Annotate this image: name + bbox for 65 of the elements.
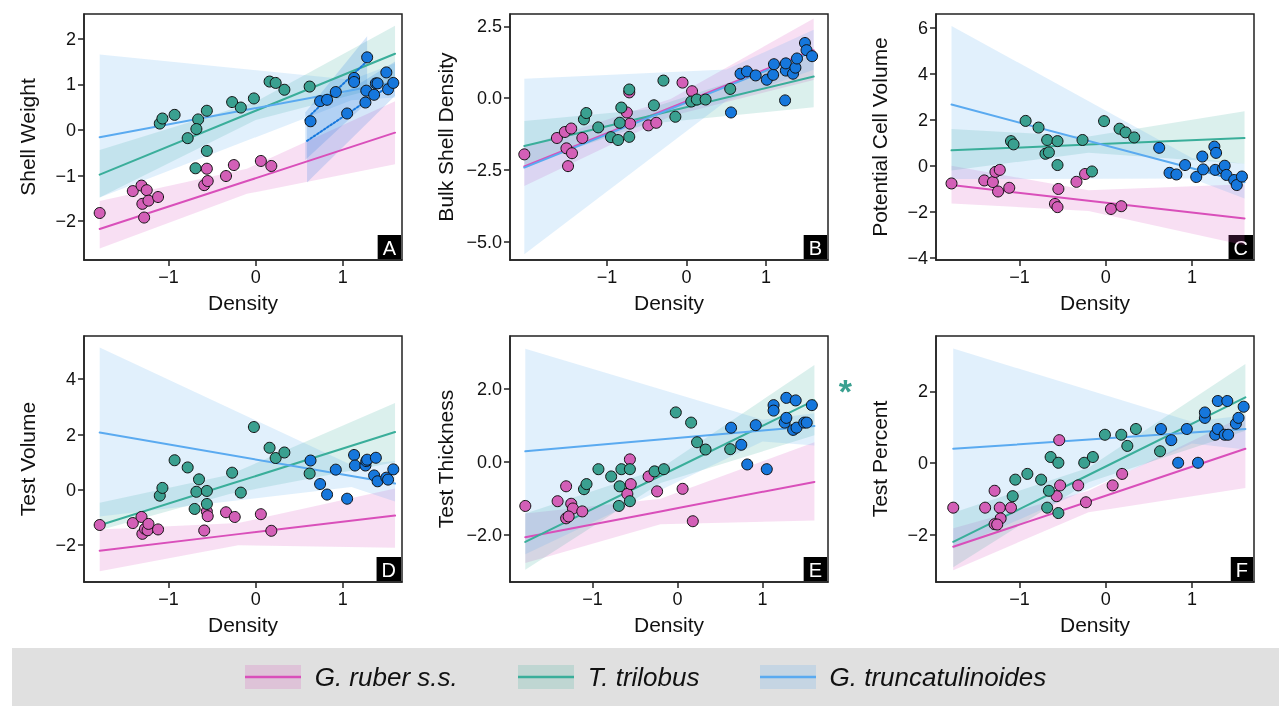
x-tick-label: 1: [337, 589, 348, 609]
y-axis-title: Test Percent: [868, 400, 891, 518]
x-axis-title: Density: [1059, 613, 1131, 636]
text: *: [838, 372, 853, 410]
x-tick-label: 0: [672, 589, 683, 609]
y-tick-label: −2: [907, 201, 928, 222]
y-tick-label: 4: [917, 63, 928, 84]
y-axis-title: Potential Cell Volume: [868, 37, 891, 237]
y-tick-label: 2.5: [476, 16, 502, 37]
x-tick-label: 0: [1100, 589, 1111, 609]
x-axis-title: Density: [207, 613, 279, 636]
x-tick-label: 0: [1100, 267, 1111, 287]
x-axis-title: Density: [633, 613, 705, 636]
x-tick-label: 0: [681, 267, 692, 287]
legend-label: G. truncatulinoides: [829, 661, 1047, 693]
x-tick-label: −1: [582, 589, 603, 609]
y-tick-label: 0: [65, 119, 76, 140]
annotation: A: [382, 237, 397, 259]
x-tick-label: 1: [757, 589, 768, 609]
annotation: D: [381, 559, 397, 581]
y-tick-label: −2: [55, 211, 76, 232]
y-tick-label: −2.0: [466, 524, 502, 545]
y-tick-label: 1: [65, 74, 76, 95]
x-tick-label: −1: [1009, 267, 1030, 287]
y-tick-label: −5.0: [466, 231, 502, 252]
y-tick-label: 4: [65, 369, 76, 390]
y-tick-label: 0.0: [476, 88, 502, 109]
y-axis-title: Test Thickness: [433, 389, 457, 529]
y-tick-label: 2: [65, 424, 76, 445]
x-tick-label: −1: [158, 589, 179, 609]
x-tick-label: −1: [158, 267, 179, 287]
y-tick-label: 2.0: [476, 379, 502, 400]
y-tick-label: −2.5: [466, 159, 502, 180]
y-tick-label: 0.0: [476, 451, 502, 472]
x-axis-title: Density: [1059, 291, 1131, 314]
x-tick-label: 0: [250, 267, 261, 287]
y-tick-label: 6: [917, 17, 928, 38]
y-tick-label: 2: [65, 28, 76, 49]
y-tick-label: 0: [917, 453, 928, 474]
y-tick-label: −2: [55, 535, 76, 556]
y-axis-title: Shell Weight: [16, 78, 39, 196]
y-axis-title: Test Volume: [16, 401, 39, 517]
y-tick-label: −2: [907, 524, 928, 545]
annotation: F: [1235, 559, 1248, 581]
y-axis-title: Bulk Shell Density: [433, 51, 457, 222]
annotation: C: [1233, 237, 1249, 259]
annotation: B: [808, 237, 822, 259]
y-tick-label: 2: [917, 109, 928, 130]
y-tick-label: 0: [917, 155, 928, 176]
x-tick-label: 1: [337, 267, 348, 287]
annotation: E: [808, 559, 822, 581]
y-tick-label: 0: [65, 479, 76, 500]
x-axis-title: Density: [207, 291, 279, 314]
x-tick-label: −1: [596, 267, 618, 287]
legend-label: T. trilobus: [587, 661, 700, 693]
x-axis-title: Density: [633, 291, 705, 314]
y-tick-label: −1: [55, 165, 76, 186]
x-tick-label: 0: [250, 589, 261, 609]
x-tick-label: 1: [1186, 589, 1197, 609]
legend-label: G. ruber s.s.: [314, 661, 458, 693]
x-tick-label: 1: [1186, 267, 1197, 287]
x-tick-label: 1: [760, 267, 771, 287]
y-tick-label: −4: [907, 247, 928, 268]
y-tick-label: 2: [917, 381, 928, 402]
x-tick-label: −1: [1009, 589, 1030, 609]
